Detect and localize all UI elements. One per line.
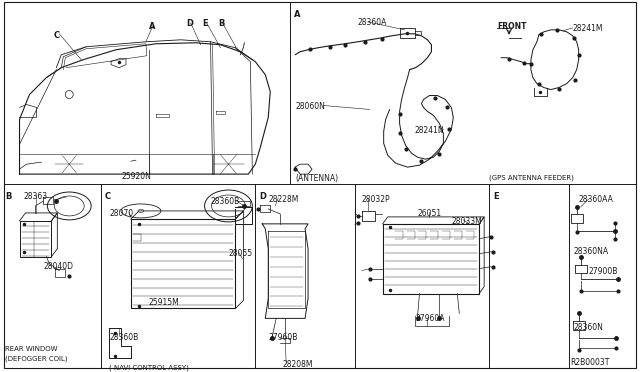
Text: 28060N: 28060N: [295, 102, 325, 112]
Text: B: B: [6, 192, 12, 201]
Text: FRONT: FRONT: [497, 22, 527, 31]
Text: C: C: [53, 31, 60, 40]
Text: A: A: [294, 10, 301, 19]
Text: E: E: [493, 192, 499, 201]
Text: 28055: 28055: [228, 249, 253, 258]
Text: 27900B: 27900B: [589, 267, 618, 276]
Text: 26051: 26051: [417, 209, 442, 218]
Text: A: A: [149, 22, 156, 31]
Text: REAR WINDOW: REAR WINDOW: [4, 346, 57, 352]
Text: 28070: 28070: [109, 209, 133, 218]
Text: 25915M: 25915M: [149, 298, 180, 308]
Text: 28033M: 28033M: [451, 217, 482, 226]
Text: (GPS ANTENNA FEEDER): (GPS ANTENNA FEEDER): [489, 174, 574, 181]
Text: D: D: [187, 19, 194, 28]
Text: ( NAVI CONTROL ASSY): ( NAVI CONTROL ASSY): [109, 364, 189, 371]
Text: 28360A: 28360A: [358, 18, 387, 27]
Text: 27960B: 27960B: [268, 333, 298, 342]
Text: 28241M: 28241M: [573, 24, 604, 33]
Text: (DEFOGGER COIL): (DEFOGGER COIL): [4, 355, 67, 362]
Text: 28208M: 28208M: [282, 360, 313, 369]
Text: (ANTENNA): (ANTENNA): [295, 174, 339, 183]
Text: 28360NA: 28360NA: [573, 247, 609, 256]
Text: 28360B: 28360B: [211, 197, 240, 206]
Text: B: B: [218, 19, 225, 28]
Text: D: D: [259, 192, 266, 201]
Text: 28360N: 28360N: [573, 323, 604, 332]
Text: 28241N: 28241N: [415, 126, 444, 135]
Text: 25920N: 25920N: [121, 172, 151, 181]
Text: C: C: [105, 192, 111, 201]
Text: 28363: 28363: [24, 192, 47, 201]
Text: 28360AA: 28360AA: [579, 195, 614, 204]
Text: 28360B: 28360B: [109, 333, 138, 342]
Text: E: E: [203, 19, 208, 28]
Text: 28040D: 28040D: [44, 262, 74, 271]
Text: R2B0003T: R2B0003T: [571, 358, 610, 367]
Text: 28032P: 28032P: [362, 195, 390, 204]
Text: 27960A: 27960A: [415, 314, 445, 323]
Text: 28228M: 28228M: [268, 195, 299, 204]
